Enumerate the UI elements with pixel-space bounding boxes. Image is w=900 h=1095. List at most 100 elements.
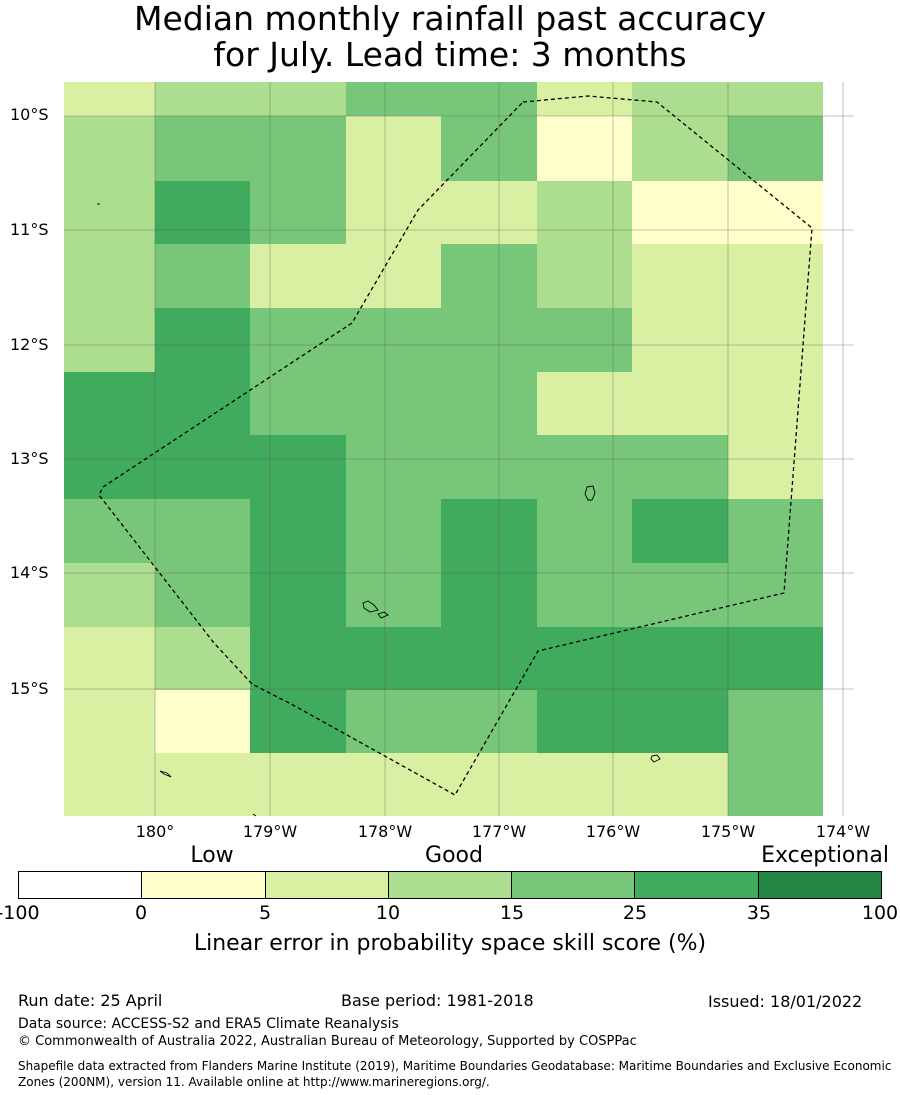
map-cell [441, 244, 537, 308]
map-cell [250, 435, 346, 499]
map-cell [632, 116, 728, 181]
map-cell [346, 690, 441, 753]
map-cell [250, 181, 346, 244]
lat-label-12s: 12°S [10, 335, 49, 354]
map-cell [64, 627, 155, 690]
colorbar-tick: 5 [258, 902, 272, 924]
colorbar-tick: 35 [746, 902, 772, 924]
map-cell [728, 82, 823, 116]
map-cell [64, 82, 155, 116]
map-cell [632, 435, 728, 499]
lat-label-13s: 13°S [10, 449, 49, 468]
map-cell [250, 499, 346, 563]
shapefile-credit: Shapefile data extracted from Flanders M… [18, 1059, 892, 1089]
map-cell [441, 82, 537, 116]
map-cell [441, 435, 537, 499]
base-period: Base period: 1981-2018 [341, 991, 534, 1010]
map-cell [441, 372, 537, 435]
map-cell [441, 627, 537, 690]
map-title-line2: for July. Lead time: 3 months [213, 35, 687, 74]
map-cell [64, 690, 155, 753]
map-cell [632, 82, 728, 116]
run-date: Run date: 25 April [18, 991, 163, 1010]
map-cell [346, 499, 441, 563]
map-cell [537, 181, 632, 244]
map-cell [441, 308, 537, 372]
map-cell [537, 244, 632, 308]
map-cell [632, 372, 728, 435]
map-cell [250, 563, 346, 627]
map-cell [537, 116, 632, 181]
map-cell [537, 563, 632, 627]
map-cell [346, 82, 441, 116]
lat-label-14s: 14°S [10, 563, 49, 582]
colorbar-tick: 0 [134, 902, 148, 924]
map-cell [632, 627, 728, 690]
colorbar-title: Linear error in probability space skill … [193, 931, 707, 956]
legend-category-low: Low [190, 843, 234, 868]
map-cell [64, 181, 155, 244]
map-cell [441, 690, 537, 753]
map-cell [728, 116, 823, 181]
map-cell [346, 563, 441, 627]
lon-label-175w: 175°W [700, 822, 756, 841]
legend-category-exceptional: Exceptional [761, 843, 889, 868]
map-cell [537, 499, 632, 563]
map-cell [728, 435, 823, 499]
map-cell [250, 690, 346, 753]
lon-label-174w: 174°W [815, 822, 871, 841]
lon-label-178w: 178°W [357, 822, 413, 841]
map-cell [632, 563, 728, 627]
map-cell [155, 563, 250, 627]
map-cell [250, 753, 346, 816]
lon-label-177w: 177°W [471, 822, 527, 841]
map-cell [728, 244, 823, 308]
map-cell [346, 181, 441, 244]
map-cells [64, 82, 823, 816]
map-cell [64, 244, 155, 308]
map-cell [155, 82, 250, 116]
map-cell [155, 499, 250, 563]
map-cell [728, 690, 823, 753]
map-cell [346, 435, 441, 499]
colorbar-tick: 100 [861, 902, 899, 924]
map-cell [441, 753, 537, 816]
map-cell [537, 372, 632, 435]
data-source: Data source: ACCESS-S2 and ERA5 Climate … [18, 1016, 399, 1032]
map-cell [64, 563, 155, 627]
map-cell [537, 435, 632, 499]
map-cell [346, 753, 441, 816]
colorbar-tick: 10 [375, 902, 401, 924]
map-cell [64, 753, 155, 816]
issued-date: Issued: 18/01/2022 [708, 992, 863, 1011]
map-cell [155, 308, 250, 372]
map-cell [64, 372, 155, 435]
colorbar-segment-4 [388, 872, 513, 898]
map-cell [632, 499, 728, 563]
map-cell [728, 181, 823, 244]
map-cell [250, 82, 346, 116]
colorbar-segment-7 [758, 872, 881, 898]
map-cell [728, 627, 823, 690]
map-cell [250, 627, 346, 690]
map-cell [632, 753, 728, 816]
map-cell [728, 372, 823, 435]
map-cell [632, 244, 728, 308]
map-cell [346, 116, 441, 181]
map-cell [728, 753, 823, 816]
lon-label-179w: 179°W [242, 822, 298, 841]
lon-label-176w: 176°W [585, 822, 641, 841]
map-cell [155, 116, 250, 181]
eez-boundary [98, 95, 813, 796]
map-cell [441, 563, 537, 627]
lat-label-15s: 15°S [10, 679, 49, 698]
island-swains [584, 485, 596, 501]
map-cell [64, 499, 155, 563]
colorbar-tick: 15 [499, 902, 525, 924]
map-cell [64, 435, 155, 499]
island-upolu [377, 611, 389, 619]
colorbar-segment-5 [512, 872, 636, 898]
colorbar-tick: -100 [0, 902, 40, 924]
map-cell [632, 690, 728, 753]
map-cell [346, 372, 441, 435]
